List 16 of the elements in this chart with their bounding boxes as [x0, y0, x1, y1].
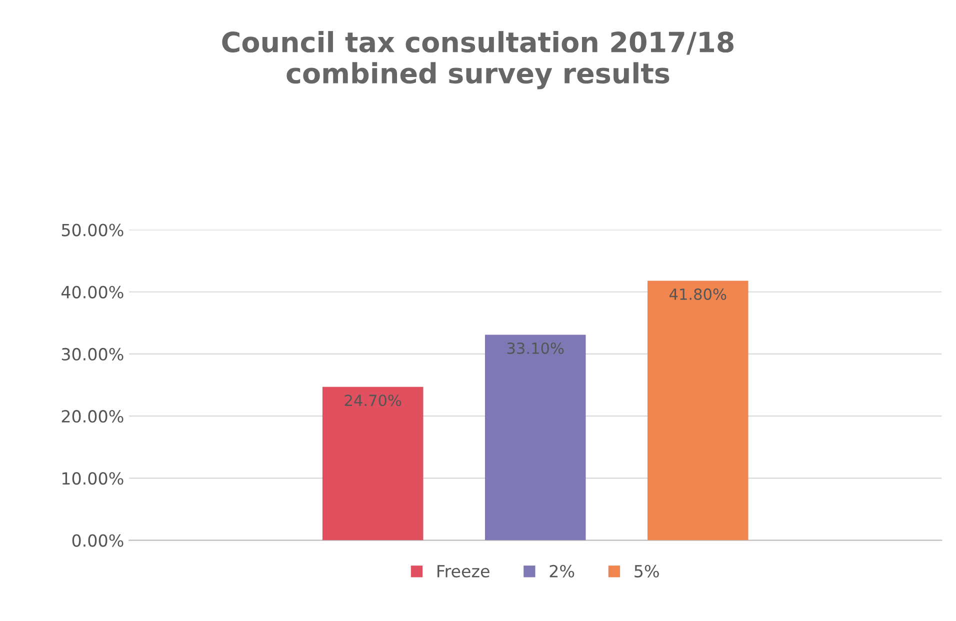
bar [322, 386, 424, 540]
legend-label: 2% [550, 564, 574, 578]
data-label: 41.80% [670, 288, 726, 300]
y-tick-label: 50.00% [62, 224, 124, 236]
chart-title: Council tax consultation 2017/18 combined survey results [222, 31, 734, 90]
data-label: 24.70% [344, 394, 402, 406]
bar [648, 280, 748, 540]
legend-label: Freeze [438, 565, 490, 578]
bar [484, 334, 586, 540]
y-tick-label: 30.00% [62, 348, 124, 361]
y-tick-label: 20.00% [62, 410, 124, 423]
y-tick-label: 10.00% [62, 472, 124, 485]
data-label: 33.10% [507, 342, 564, 354]
y-tick-label: 0.00% [72, 534, 124, 547]
legend-label: 5% [634, 564, 659, 578]
y-tick-label: 40.00% [61, 286, 124, 298]
